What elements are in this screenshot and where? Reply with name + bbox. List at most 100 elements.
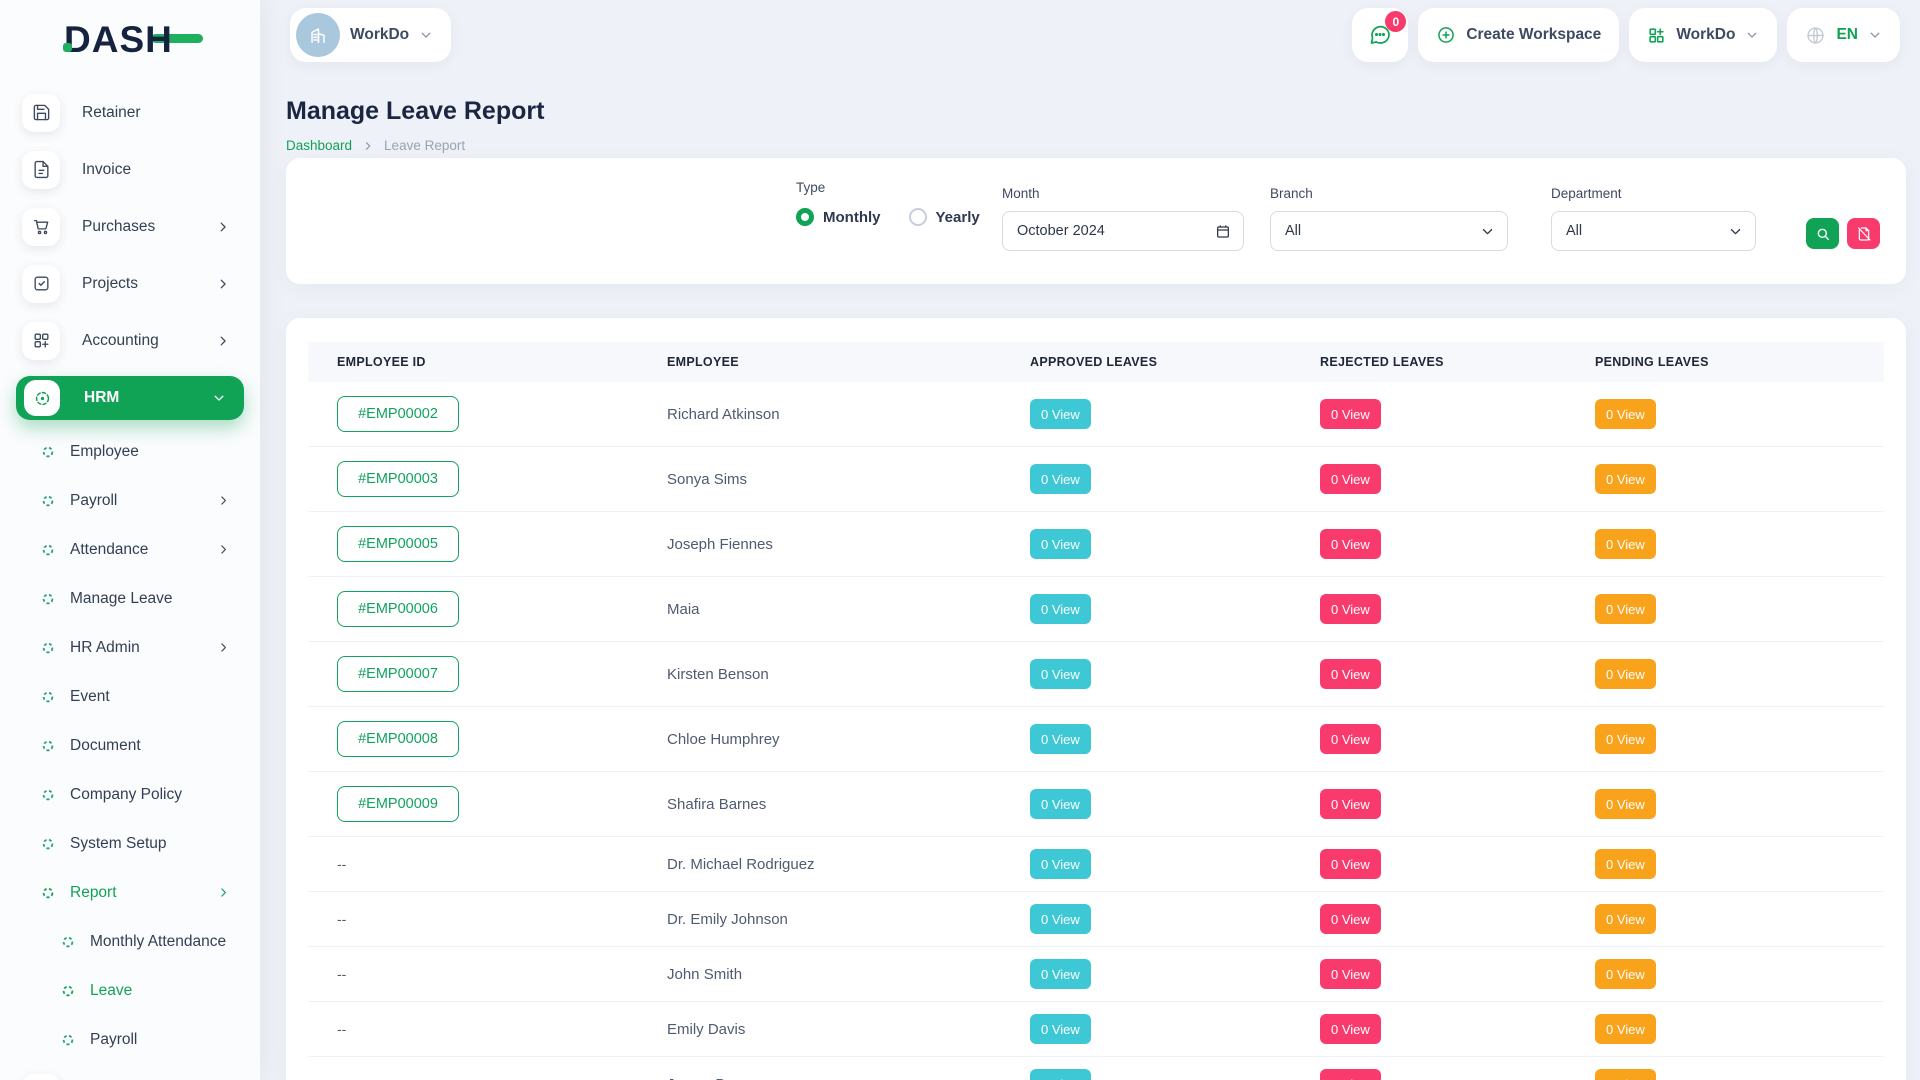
- sidebar-item-document[interactable]: Document: [0, 721, 260, 770]
- workspace-avatar: [296, 13, 340, 57]
- pending-view-badge[interactable]: 0 View: [1595, 529, 1656, 559]
- sidebar-item-label: Leave: [90, 981, 133, 999]
- month-input[interactable]: October 2024: [1002, 211, 1244, 251]
- grid-plus-icon: [1647, 26, 1666, 45]
- approved-view-badge[interactable]: 0 View: [1030, 789, 1091, 819]
- pending-view-badge[interactable]: 0 View: [1595, 1014, 1656, 1044]
- search-button[interactable]: [1806, 218, 1839, 249]
- radio-monthly[interactable]: Monthly: [796, 208, 881, 226]
- messages-button[interactable]: 0: [1352, 8, 1409, 62]
- breadcrumb-dashboard-link[interactable]: Dashboard: [286, 138, 353, 153]
- rejected-view-badge[interactable]: 0 View: [1320, 1069, 1381, 1080]
- pending-view-badge[interactable]: 0 View: [1595, 1069, 1656, 1080]
- pending-view-badge[interactable]: 0 View: [1595, 464, 1656, 494]
- branch-select[interactable]: All: [1270, 211, 1508, 251]
- radio-yearly[interactable]: Yearly: [908, 208, 980, 226]
- rejected-view-badge[interactable]: 0 View: [1320, 904, 1381, 934]
- approved-view-badge[interactable]: 0 View: [1030, 529, 1091, 559]
- approved-view-badge[interactable]: 0 View: [1030, 1014, 1091, 1044]
- branch-value: All: [1285, 223, 1302, 239]
- save-icon: [22, 93, 60, 132]
- pending-view-badge[interactable]: 0 View: [1595, 399, 1656, 429]
- sidebar-item-payroll[interactable]: Payroll: [0, 476, 260, 525]
- employee-name: Maia: [667, 600, 700, 618]
- bullet-icon: [62, 985, 74, 997]
- app-switcher[interactable]: WorkDo: [1629, 8, 1778, 62]
- sidebar-item-purchases[interactable]: Purchases: [0, 198, 260, 255]
- pending-view-badge[interactable]: 0 View: [1595, 959, 1656, 989]
- sidebar-item-pos[interactable]: POS: [0, 1064, 260, 1080]
- employee-id-button[interactable]: #EMP00005: [337, 526, 459, 562]
- sidebar-item-invoice[interactable]: Invoice: [0, 141, 260, 198]
- employee-name: Sonya Sims: [667, 470, 748, 488]
- approved-view-badge[interactable]: 0 View: [1030, 724, 1091, 754]
- sidebar-item-company-policy[interactable]: Company Policy: [0, 770, 260, 819]
- sidebar-item-hr-admin[interactable]: HR Admin: [0, 623, 260, 672]
- pending-view-badge[interactable]: 0 View: [1595, 849, 1656, 879]
- department-label: Department: [1551, 186, 1622, 201]
- bullet-icon: [62, 936, 74, 948]
- rejected-view-badge[interactable]: 0 View: [1320, 399, 1381, 429]
- approved-view-badge[interactable]: 0 View: [1030, 904, 1091, 934]
- employee-id-empty: --: [308, 1076, 667, 1080]
- sidebar-item-leave[interactable]: Leave: [0, 966, 260, 1015]
- sidebar-item-hrm[interactable]: HRM: [16, 376, 244, 420]
- employee-id-empty: --: [337, 856, 347, 872]
- sidebar-item-accounting[interactable]: Accounting: [0, 312, 260, 369]
- employee-id-empty: --: [337, 1021, 347, 1037]
- pending-view-badge[interactable]: 0 View: [1595, 789, 1656, 819]
- rejected-view-badge[interactable]: 0 View: [1320, 789, 1381, 819]
- approved-view-badge[interactable]: 0 View: [1030, 594, 1091, 624]
- sidebar-item-manage-leave[interactable]: Manage Leave: [0, 574, 260, 623]
- sidebar-item-report-payroll[interactable]: Payroll: [0, 1015, 260, 1064]
- breadcrumb: Dashboard Leave Report: [286, 138, 1906, 153]
- sidebar-item-retainer[interactable]: Retainer: [0, 84, 260, 141]
- sidebar-item-monthly-attendance[interactable]: Monthly Attendance: [0, 917, 260, 966]
- approved-view-badge[interactable]: 0 View: [1030, 659, 1091, 689]
- sidebar-item-system-setup[interactable]: System Setup: [0, 819, 260, 868]
- rejected-view-badge[interactable]: 0 View: [1320, 464, 1381, 494]
- employee-id-button[interactable]: #EMP00002: [337, 396, 459, 432]
- rejected-view-badge[interactable]: 0 View: [1320, 1014, 1381, 1044]
- rejected-view-badge[interactable]: 0 View: [1320, 594, 1381, 624]
- rejected-view-badge[interactable]: 0 View: [1320, 959, 1381, 989]
- employee-id-button[interactable]: #EMP00009: [337, 786, 459, 822]
- rejected-view-badge[interactable]: 0 View: [1320, 849, 1381, 879]
- month-value: October 2024: [1017, 223, 1105, 239]
- sidebar-item-report[interactable]: Report: [0, 868, 260, 917]
- department-select[interactable]: All: [1551, 211, 1756, 251]
- create-workspace-button[interactable]: Create Workspace: [1418, 8, 1620, 62]
- approved-view-badge[interactable]: 0 View: [1030, 849, 1091, 879]
- sidebar-item-projects[interactable]: Projects: [0, 255, 260, 312]
- language-selector[interactable]: EN: [1787, 8, 1900, 62]
- sidebar-item-attendance[interactable]: Attendance: [0, 525, 260, 574]
- reset-filter-button[interactable]: [1847, 218, 1880, 249]
- rejected-view-badge[interactable]: 0 View: [1320, 724, 1381, 754]
- pending-view-badge[interactable]: 0 View: [1595, 904, 1656, 934]
- table-row: #EMP00002 Richard Atkinson 0 View 0 View…: [308, 382, 1884, 447]
- workspace-selector[interactable]: WorkDo: [290, 8, 452, 62]
- approved-view-badge[interactable]: 0 View: [1030, 1069, 1091, 1080]
- employee-id-button[interactable]: #EMP00008: [337, 721, 459, 757]
- sidebar-item-event[interactable]: Event: [0, 672, 260, 721]
- employee-id-button[interactable]: #EMP00006: [337, 591, 459, 627]
- employee-id-empty: --: [337, 911, 347, 927]
- sidebar-item-label: Attendance: [70, 540, 149, 558]
- approved-view-badge[interactable]: 0 View: [1030, 959, 1091, 989]
- sidebar-item-label: Payroll: [70, 491, 118, 509]
- table-row: #EMP00007 Kirsten Benson 0 View 0 View 0…: [308, 642, 1884, 707]
- rejected-view-badge[interactable]: 0 View: [1320, 659, 1381, 689]
- employee-id-button[interactable]: #EMP00003: [337, 461, 459, 497]
- rejected-view-badge[interactable]: 0 View: [1320, 529, 1381, 559]
- pending-view-badge[interactable]: 0 View: [1595, 594, 1656, 624]
- sidebar-item-label: Company Policy: [70, 785, 182, 803]
- pending-view-badge[interactable]: 0 View: [1595, 724, 1656, 754]
- approved-view-badge[interactable]: 0 View: [1030, 399, 1091, 429]
- table-row: #EMP00006 Maia 0 View 0 View 0 View: [308, 577, 1884, 642]
- dash-logo[interactable]: DASH: [63, 20, 203, 60]
- pending-view-badge[interactable]: 0 View: [1595, 659, 1656, 689]
- approved-view-badge[interactable]: 0 View: [1030, 464, 1091, 494]
- employee-id-button[interactable]: #EMP00007: [337, 656, 459, 692]
- sidebar-item-employee[interactable]: Employee: [0, 427, 260, 476]
- file-slash-icon: [1856, 226, 1872, 242]
